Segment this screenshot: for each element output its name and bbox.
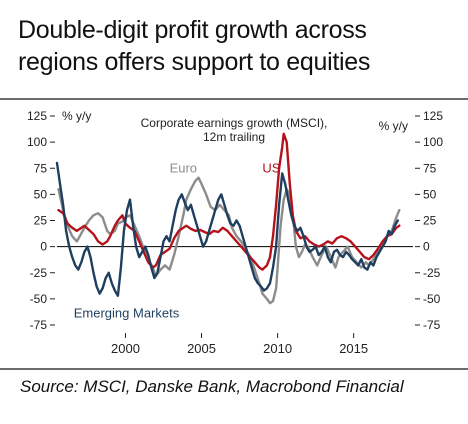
y-tick-label-left: 25 [34, 214, 48, 228]
y-tick-label-left: -25 [30, 266, 48, 280]
figure-title-line-2: regions offers support to equities [18, 48, 371, 76]
y-axis-label-left: % y/y [62, 109, 91, 123]
chart-subtitle: 12m trailing [203, 130, 265, 144]
series-line-us [57, 132, 401, 271]
y-tick-label-right: -25 [423, 266, 441, 280]
y-tick-label-left: 50 [34, 187, 48, 201]
series-label-us: US [262, 160, 280, 175]
figure-title-line-1: Double-digit profit growth across [18, 16, 367, 44]
chart-title: Corporate earnings growth (MSCI), [141, 116, 328, 130]
bottom-divider [0, 368, 468, 370]
series-label-em: Emerging Markets [74, 306, 180, 321]
y-tick-label-left: -75 [30, 318, 48, 332]
y-tick-label-right: 100 [423, 135, 443, 149]
x-tick-label: 2005 [187, 341, 216, 356]
series-line-emerging-markets [55, 161, 399, 297]
y-tick-label-right: -50 [423, 292, 441, 306]
series-label-euro: Euro [170, 160, 197, 175]
y-tick-label-right: -75 [423, 318, 441, 332]
y-tick-label-left: -50 [30, 292, 48, 306]
y-tick-label-left: 125 [27, 109, 47, 123]
series-line-euro [57, 176, 401, 305]
x-tick-label: 2000 [111, 341, 140, 356]
y-tick-label-right: 0 [423, 240, 430, 254]
series-layer [55, 132, 401, 305]
y-tick-label-right: 50 [423, 187, 437, 201]
y-tick-label-left: 75 [34, 161, 48, 175]
top-divider [0, 98, 468, 100]
labels-layer: 125 125 100 100 75 75 50 50 25 25 0 0 -25 -25 -50 -50 -7… [27, 109, 443, 356]
y-tick-label-right: 75 [423, 161, 437, 175]
source-note: Source: MSCI, Danske Bank, Macrobond Fin… [20, 377, 404, 396]
figure-title: Double-digit profit growth across region… [18, 14, 458, 78]
y-tick-label-right: 25 [423, 214, 437, 228]
y-tick-label-left: 0 [40, 240, 47, 254]
y-tick-label-right: 125 [423, 109, 443, 123]
x-tick-label: 2015 [339, 341, 368, 356]
y-tick-label-left: 100 [27, 135, 47, 149]
x-tick-label: 2010 [263, 341, 292, 356]
y-axis-label-right: % y/y [379, 119, 408, 133]
